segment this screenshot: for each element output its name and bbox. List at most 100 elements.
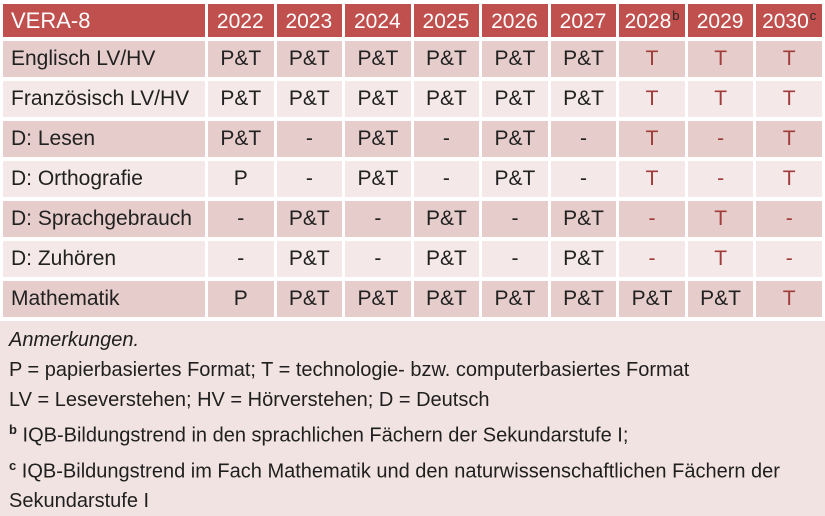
column-header-2024: 2024 bbox=[345, 4, 411, 37]
cell: P&T bbox=[550, 241, 617, 277]
cell: - bbox=[276, 121, 343, 157]
cell: P&T bbox=[550, 41, 617, 77]
cell: - bbox=[550, 121, 617, 157]
cell: P&T bbox=[619, 281, 685, 317]
table-row-d-zuhoeren: D: Zuhören - P&T - P&T - P&T - T - bbox=[3, 241, 822, 277]
cell: P&T bbox=[482, 281, 548, 317]
footnote-c-marker: c bbox=[9, 457, 17, 473]
cell: P&T bbox=[208, 81, 274, 117]
cell: - bbox=[276, 161, 343, 197]
cell: P&T bbox=[345, 81, 411, 117]
cell: - bbox=[482, 201, 548, 237]
cell: T bbox=[687, 81, 754, 117]
cell: P&T bbox=[687, 281, 754, 317]
cell: P&T bbox=[413, 81, 480, 117]
vera8-schedule-table: VERA-8 2022 2023 2024 2025 2026 2027 202… bbox=[3, 4, 822, 317]
column-header-2029: 2029 bbox=[687, 4, 754, 37]
notes-heading: Anmerkungen. bbox=[9, 329, 140, 351]
column-header-2022: 2022 bbox=[208, 4, 274, 37]
cell: P&T bbox=[413, 201, 480, 237]
cell: T bbox=[756, 281, 822, 317]
cell: P bbox=[208, 281, 274, 317]
row-label: Französisch LV/HV bbox=[3, 81, 205, 117]
cell: P&T bbox=[208, 121, 274, 157]
footnote-b: b IQB-Bildungstrend in den sprachlichen … bbox=[9, 415, 816, 451]
cell: P&T bbox=[276, 241, 343, 277]
cell: P&T bbox=[276, 41, 343, 77]
table-title: VERA-8 bbox=[3, 4, 205, 37]
year-label: 2027 bbox=[559, 9, 607, 33]
column-header-2028: 2028b bbox=[619, 4, 685, 37]
cell: P&T bbox=[208, 41, 274, 77]
cell: P&T bbox=[482, 161, 548, 197]
footnote-b-marker: b bbox=[9, 422, 17, 437]
year-label: 2025 bbox=[422, 9, 470, 33]
row-label: D: Zuhören bbox=[3, 241, 205, 277]
column-header-2025: 2025 bbox=[413, 4, 480, 37]
row-label: Mathematik bbox=[3, 281, 205, 317]
header-row: VERA-8 2022 2023 2024 2025 2026 2027 202… bbox=[3, 4, 822, 37]
cell: P&T bbox=[482, 81, 548, 117]
cell: T bbox=[756, 41, 822, 77]
year-label: 2026 bbox=[491, 9, 538, 33]
column-header-2030: 2030c bbox=[756, 4, 822, 37]
footnote-marker-c: c bbox=[809, 7, 817, 23]
cell: - bbox=[687, 161, 754, 197]
cell: - bbox=[619, 241, 685, 277]
table-row-franzoesisch: Französisch LV/HV P&T P&T P&T P&T P&T P&… bbox=[3, 81, 822, 117]
footnote-b-text: IQB-Bildungstrend in den sprachlichen Fä… bbox=[16, 424, 629, 447]
table-row-mathematik: Mathematik P P&T P&T P&T P&T P&T P&T P&T… bbox=[3, 281, 822, 317]
cell: T bbox=[687, 241, 754, 277]
cell: P&T bbox=[550, 201, 617, 237]
cell: T bbox=[619, 41, 685, 77]
cell: P&T bbox=[413, 241, 480, 277]
cell: - bbox=[345, 201, 411, 237]
cell: T bbox=[619, 161, 685, 197]
table-row-englisch: Englisch LV/HV P&T P&T P&T P&T P&T P&T T… bbox=[3, 41, 822, 77]
cell: P&T bbox=[345, 121, 411, 157]
cell: P&T bbox=[413, 281, 480, 317]
footnote-marker-b: b bbox=[672, 7, 680, 23]
cell: - bbox=[208, 201, 274, 237]
year-label: 2030 bbox=[762, 9, 809, 33]
cell: P&T bbox=[345, 41, 411, 77]
note-format-legend: P = papierbasiertes Format; T = technolo… bbox=[9, 359, 690, 381]
year-label: 2023 bbox=[285, 9, 333, 33]
cell: - bbox=[619, 201, 685, 237]
cell: P&T bbox=[550, 81, 617, 117]
cell: P&T bbox=[276, 281, 343, 317]
cell: T bbox=[756, 121, 822, 157]
cell: P&T bbox=[482, 41, 548, 77]
cell: T bbox=[619, 121, 685, 157]
year-label: 2028 bbox=[624, 9, 672, 33]
cell: P&T bbox=[276, 81, 343, 117]
row-label: D: Orthografie bbox=[3, 161, 205, 197]
cell: - bbox=[413, 121, 480, 157]
cell: P&T bbox=[413, 41, 480, 77]
note-abbreviation-legend: LV = Leseverstehen; HV = Hörverstehen; D… bbox=[9, 389, 490, 411]
table-row-d-orthografie: D: Orthografie P - P&T - P&T - T - T bbox=[3, 161, 822, 197]
cell: T bbox=[756, 161, 822, 197]
cell: - bbox=[687, 121, 754, 157]
cell: - bbox=[756, 201, 822, 237]
table-row-d-lesen: D: Lesen P&T - P&T - P&T - T - T bbox=[3, 121, 822, 157]
cell: P&T bbox=[345, 281, 411, 317]
cell: T bbox=[687, 41, 754, 77]
cell: P&T bbox=[550, 281, 617, 317]
row-label: D: Sprachgebrauch bbox=[3, 201, 205, 237]
column-header-2026: 2026 bbox=[482, 4, 548, 37]
cell: P&T bbox=[276, 201, 343, 237]
cell: P&T bbox=[345, 161, 411, 197]
cell: - bbox=[756, 241, 822, 277]
row-label: Englisch LV/HV bbox=[3, 41, 205, 77]
column-header-2023: 2023 bbox=[276, 4, 343, 37]
cell: T bbox=[619, 81, 685, 117]
notes-section: Anmerkungen. P = papierbasiertes Format;… bbox=[0, 321, 825, 516]
footnote-c-text: IQB-Bildungstrend im Fach Mathematik und… bbox=[9, 460, 780, 513]
cell: - bbox=[482, 241, 548, 277]
cell: - bbox=[345, 241, 411, 277]
cell: P&T bbox=[482, 121, 548, 157]
cell: - bbox=[413, 161, 480, 197]
footnote-c: c IQB-Bildungstrend im Fach Mathematik u… bbox=[9, 451, 816, 516]
